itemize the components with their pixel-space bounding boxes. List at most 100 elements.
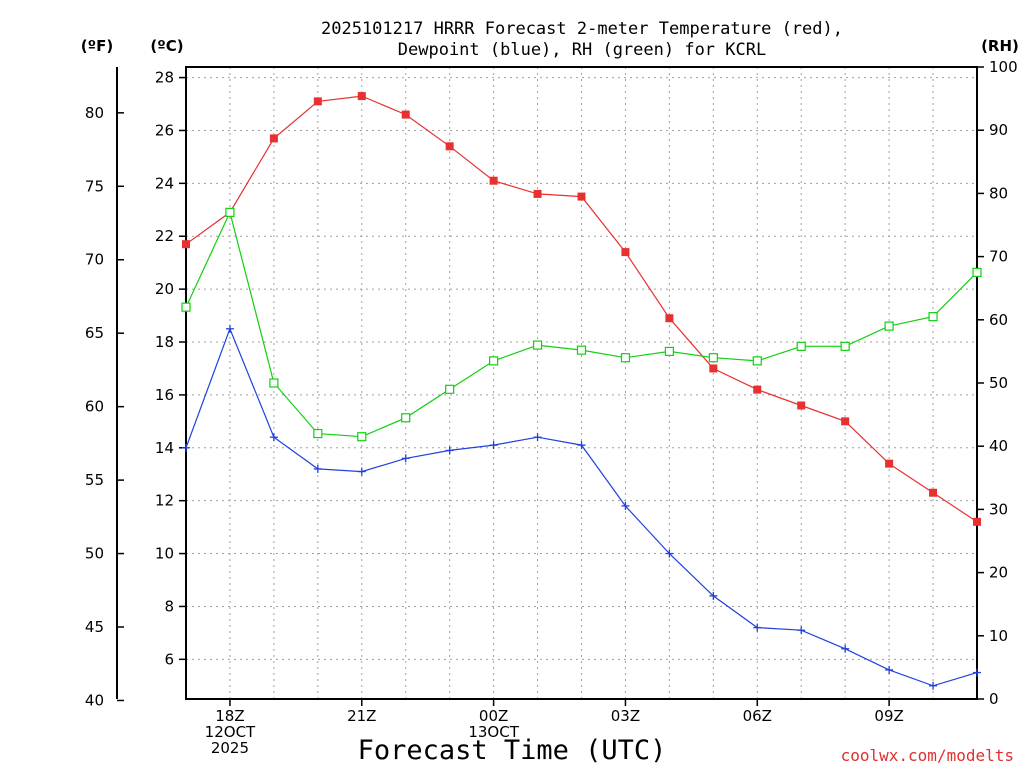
- rh-tick-label: 10: [989, 627, 1008, 645]
- x-tick-label: 21Z: [347, 707, 376, 725]
- celsius-tick-label: 20: [155, 280, 174, 298]
- dewpoint-point: [533, 433, 542, 442]
- rh-point: [928, 312, 938, 322]
- temperature-point: [841, 417, 850, 426]
- temperature-point: [665, 314, 674, 323]
- dewpoint-point: [313, 464, 322, 473]
- dewpoint-point: [753, 623, 762, 632]
- rh-point: [884, 321, 894, 331]
- celsius-tick-label: 10: [155, 545, 174, 563]
- rh-point: [181, 302, 191, 312]
- rh-point: [269, 378, 279, 388]
- dewpoint-point: [225, 324, 234, 333]
- rh-tick-label: 70: [989, 248, 1008, 266]
- dewpoint-point: [489, 441, 498, 450]
- dewpoint-point: [621, 501, 630, 510]
- celsius-unit-label: (ºC): [150, 37, 183, 55]
- rh-point: [532, 340, 543, 350]
- dewpoint-point: [797, 626, 806, 635]
- celsius-tick-label: 6: [164, 650, 174, 668]
- x-tick-label: 2025: [211, 739, 249, 757]
- credit-label: coolwx.com/modelts: [841, 746, 1014, 765]
- grid: [186, 67, 977, 699]
- dewpoint-point: [665, 549, 674, 558]
- fahrenheit-tick-label: 65: [85, 324, 104, 342]
- fahrenheit-tick-label: 55: [85, 471, 104, 489]
- fahrenheit-tick-label: 40: [85, 691, 104, 709]
- fahrenheit-tick-label: 75: [85, 177, 104, 195]
- fahrenheit-tick-label: 50: [85, 545, 104, 563]
- dewpoint-point: [709, 591, 718, 600]
- dewpoint-point: [445, 446, 454, 455]
- rh-point: [313, 428, 323, 439]
- temperature-point: [269, 134, 278, 143]
- temperature-point: [797, 401, 806, 410]
- celsius-tick-label: 22: [155, 227, 174, 245]
- rh-tick-label: 30: [989, 500, 1008, 518]
- temperature-point: [577, 192, 586, 201]
- rh-point: [752, 356, 762, 366]
- temperature-point: [182, 240, 190, 249]
- temperature-point: [709, 364, 718, 373]
- rh-point: [225, 207, 235, 217]
- rh-tick-label: 80: [989, 184, 1008, 202]
- x-axis-label: Forecast Time (UTC): [358, 735, 667, 766]
- celsius-tick-label: 8: [164, 597, 174, 615]
- dewpoint-point: [841, 644, 850, 653]
- x-tick-label: 18Z: [215, 707, 244, 725]
- axes: [116, 66, 984, 706]
- dewpoint-point: [269, 433, 278, 442]
- series-layer: [181, 92, 982, 690]
- x-tick-label: 13OCT: [468, 723, 519, 741]
- fahrenheit-tick-label: 70: [85, 251, 104, 269]
- rh-tick-label: 20: [989, 564, 1008, 582]
- celsius-tick-label: 18: [155, 333, 174, 351]
- temperature-point: [753, 385, 762, 394]
- celsius-tick-label: 28: [155, 69, 174, 87]
- rh-point: [796, 341, 806, 351]
- temperature-point: [973, 517, 981, 526]
- plot-frame: [185, 66, 978, 700]
- temperature-point: [445, 142, 454, 151]
- temperature-point: [313, 97, 322, 106]
- rh-tick-label: 40: [989, 437, 1008, 455]
- rh-point: [708, 353, 718, 363]
- fahrenheit-tick-label: 60: [85, 398, 104, 416]
- temperature-point: [357, 92, 366, 101]
- x-tick-label: 12OCT: [205, 723, 256, 741]
- x-tick-label: 09Z: [874, 707, 903, 725]
- celsius-tick-label: 16: [155, 386, 174, 404]
- rh-point: [664, 346, 674, 356]
- celsius-tick-label: 12: [155, 492, 174, 510]
- chart-title-line1: 2025101217 HRRR Forecast 2-meter Tempera…: [321, 19, 843, 39]
- rh-point: [620, 353, 631, 363]
- dewpoint-point: [577, 441, 586, 450]
- temperature-point: [401, 110, 410, 119]
- rh-tick-label: 0: [989, 690, 999, 708]
- rh-point: [489, 356, 499, 366]
- temperature-point: [885, 459, 894, 468]
- temperature-point: [621, 248, 630, 257]
- rh-point: [445, 384, 455, 394]
- chart-title-line2: Dewpoint (blue), RH (green) for KCRL: [398, 40, 766, 60]
- rh-point: [357, 432, 367, 442]
- x-tick-label: 06Z: [743, 707, 772, 725]
- celsius-tick-label: 14: [155, 439, 174, 457]
- fahrenheit-tick-label: 45: [85, 618, 104, 636]
- fahrenheit-tick-label: 80: [85, 104, 104, 122]
- dewpoint-point: [973, 668, 981, 677]
- rh-point: [576, 345, 587, 355]
- x-tick-label: 00Z: [479, 707, 508, 725]
- x-tick-label: 03Z: [611, 707, 640, 725]
- rh-tick-label: 50: [989, 374, 1008, 392]
- dewpoint-point: [885, 665, 894, 674]
- rh-unit-label: (RH): [981, 37, 1019, 55]
- rh-tick-label: 60: [989, 311, 1008, 329]
- dewpoint-point: [929, 681, 938, 690]
- temperature-point: [533, 189, 542, 198]
- dewpoint-point: [357, 467, 366, 476]
- fahrenheit-unit-label: (ºF): [81, 37, 113, 55]
- labels: 6 8 10 12 14 16 18 20 22 24 26 28 40 45 50 55 60 65 70 75 80…: [85, 58, 1018, 757]
- rh-tick-label: 90: [989, 121, 1008, 139]
